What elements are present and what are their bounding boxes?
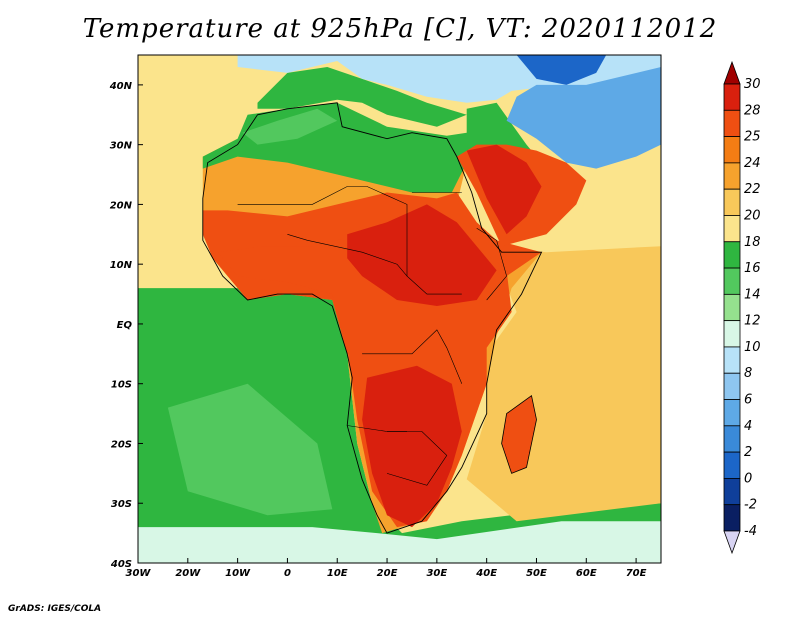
colorbar-label: -4 bbox=[744, 524, 757, 539]
madagascar-coastline bbox=[501, 395, 537, 474]
lat-tick-label: 30N bbox=[110, 141, 133, 152]
lat-tick-label: 10S bbox=[111, 380, 132, 391]
colorbar-box bbox=[723, 109, 741, 137]
country-border bbox=[287, 234, 408, 277]
colorbar-box bbox=[723, 399, 741, 427]
colorbar-label: 24 bbox=[744, 156, 761, 171]
lon-tick-label: 30W bbox=[126, 568, 152, 579]
region-atlas bbox=[242, 108, 338, 145]
lat-tick-label: 20S bbox=[111, 439, 132, 450]
region-sudan-core bbox=[347, 204, 497, 306]
lat-tick-label: 40N bbox=[109, 81, 133, 92]
colorbar-box bbox=[723, 425, 741, 453]
region-caspian-cold bbox=[516, 55, 607, 85]
region-south-atlantic-cool bbox=[167, 383, 333, 516]
colorbar-box bbox=[723, 83, 741, 111]
country-border bbox=[362, 329, 463, 384]
colorbar-box bbox=[723, 293, 741, 322]
region-southern-ocean bbox=[138, 521, 661, 563]
temperature-field bbox=[138, 55, 661, 563]
colorbar-label: 4 bbox=[744, 419, 752, 434]
colorbar-box bbox=[723, 320, 741, 348]
colorbar-box bbox=[723, 188, 741, 216]
colorbar-box bbox=[723, 451, 741, 479]
colorbar-label: -2 bbox=[744, 498, 757, 513]
colorbar-label: 28 bbox=[744, 103, 761, 118]
lon-tick-label: 40E bbox=[475, 568, 497, 579]
colorbar-label: 8 bbox=[744, 366, 752, 381]
colorbar-box bbox=[723, 162, 741, 190]
lon-tick-label: 20E bbox=[377, 568, 398, 579]
lat-tick-label: EQ bbox=[117, 320, 133, 331]
colorbar-label: 25 bbox=[744, 130, 761, 145]
plot-title: Temperature at 925hPa [C], VT: 202011201… bbox=[82, 14, 718, 44]
plot-frame bbox=[137, 54, 662, 564]
colorbar-bottom-arrow bbox=[723, 530, 741, 555]
colorbar-box bbox=[723, 241, 741, 269]
lat-tick-label: 20N bbox=[110, 200, 133, 211]
region-arabia-hot bbox=[466, 144, 542, 235]
lon-tick-label: 60E bbox=[576, 568, 597, 579]
colorbar-box bbox=[723, 372, 741, 400]
grads-credit: GrADS: IGES/COLA bbox=[8, 604, 102, 614]
colorbar-label: 0 bbox=[744, 471, 752, 486]
colorbar-label: 16 bbox=[744, 261, 761, 276]
region-kalahari-hot bbox=[362, 365, 462, 528]
region-iran bbox=[506, 67, 661, 169]
axis-ticks: 30W 20W 10W 0 10E 20E 30E 40E 50E 60E 70E 40N 30N 20N… bbox=[109, 81, 647, 579]
region-madagascar bbox=[501, 395, 537, 474]
colorbar-label: 10 bbox=[744, 340, 761, 355]
lon-tick-label: 50E bbox=[526, 568, 547, 579]
lon-tick-label: 30E bbox=[426, 568, 447, 579]
lon-tick-label: 10W bbox=[225, 568, 251, 579]
colorbar-label: 14 bbox=[744, 287, 761, 302]
lon-tick-label: 20W bbox=[175, 568, 201, 579]
colorbar-label: 18 bbox=[744, 235, 761, 250]
colorbar-label: 22 bbox=[744, 182, 761, 197]
colorbar-label: 12 bbox=[744, 314, 761, 329]
lat-tick-label: 10N bbox=[110, 260, 133, 271]
colorbar-box bbox=[723, 504, 741, 532]
colorbar-label: 2 bbox=[744, 445, 752, 460]
africa-coastline bbox=[202, 102, 543, 534]
colorbar-label: 30 bbox=[744, 77, 761, 92]
colorbar-label: 6 bbox=[744, 393, 752, 408]
lat-tick-label: 40S bbox=[110, 559, 132, 570]
country-border bbox=[237, 186, 462, 295]
colorbar-top-arrow bbox=[723, 60, 741, 85]
country-border bbox=[347, 425, 407, 432]
country-border bbox=[476, 228, 507, 301]
country-border bbox=[386, 431, 448, 486]
colorbar-box bbox=[723, 215, 741, 243]
lon-tick-label: 0 bbox=[284, 568, 291, 579]
colorbar-label: 20 bbox=[744, 208, 761, 223]
lon-tick-label: 10E bbox=[327, 568, 348, 579]
lon-tick-label: 70E bbox=[626, 568, 647, 579]
colorbar-box bbox=[723, 136, 741, 164]
colorbar-box bbox=[723, 267, 741, 295]
region-mediterranean bbox=[257, 67, 467, 127]
colorbar-box bbox=[723, 478, 741, 506]
lat-tick-label: 30S bbox=[111, 499, 132, 510]
colorbar-box bbox=[723, 346, 741, 374]
